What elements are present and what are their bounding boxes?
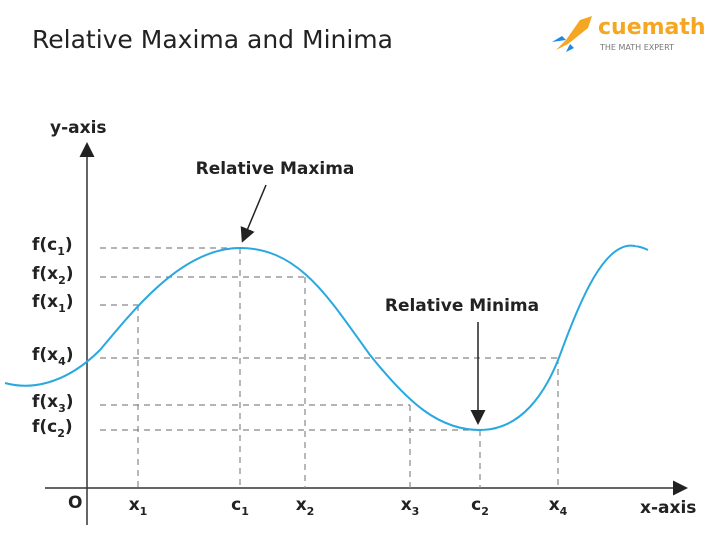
- y-label-sub: 2: [57, 427, 65, 440]
- x-label-sub: 3: [412, 505, 420, 518]
- y-label-pre: f(c: [32, 235, 57, 255]
- y-label-post: ): [66, 264, 74, 284]
- y-label-pre: f(x: [32, 345, 58, 365]
- x-label: x3: [401, 495, 420, 518]
- x-label-base: x: [129, 495, 140, 515]
- x-label: x2: [296, 495, 315, 518]
- x-label-base: x: [401, 495, 412, 515]
- y-label-pre: f(c: [32, 417, 57, 437]
- y-label-post: ): [66, 392, 74, 412]
- x-label-sub: 2: [307, 505, 315, 518]
- x-axis-label: x-axis: [640, 498, 696, 518]
- y-label: f(x4): [32, 345, 74, 368]
- logo-tagline: THE MATH EXPERT: [599, 43, 674, 52]
- labels: x1 c1 x2 x3 c2 x4f(c1)f(x2)f(x1)f(x4)f(x3)f(c…: [32, 235, 568, 518]
- y-label-sub: 2: [58, 274, 66, 287]
- y-axis-label: y-axis: [50, 118, 107, 138]
- y-label-sub: 4: [58, 355, 66, 368]
- logo: cuemath THE MATH EXPERT: [552, 15, 706, 52]
- x-label-base: c: [471, 495, 481, 515]
- maxima-arrow: [240, 184, 267, 243]
- y-label-post: ): [66, 345, 74, 365]
- x-label-sub: 4: [560, 505, 568, 518]
- x-label: x4: [549, 495, 568, 518]
- y-label-pre: f(x: [32, 264, 58, 284]
- y-label-post: ): [66, 292, 74, 312]
- minima-label: Relative Minima: [385, 296, 539, 316]
- maxima-label: Relative Maxima: [196, 159, 355, 179]
- y-label: f(x1): [32, 292, 74, 315]
- y-label-pre: f(x: [32, 292, 58, 312]
- y-label-sub: 3: [58, 402, 66, 415]
- x-label-sub: 2: [481, 505, 489, 518]
- x-label-base: x: [296, 495, 307, 515]
- x-label: c1: [231, 495, 249, 518]
- y-label-pre: f(x: [32, 392, 58, 412]
- guide-lines: [100, 247, 559, 488]
- x-label-sub: 1: [241, 505, 249, 518]
- x-label-sub: 1: [140, 505, 148, 518]
- y-label: f(x3): [32, 392, 74, 415]
- y-label: f(x2): [32, 264, 74, 287]
- logo-brand: cuemath: [598, 15, 706, 40]
- y-label: f(c1): [32, 235, 73, 258]
- y-label-post: ): [65, 235, 73, 255]
- origin-label: O: [68, 493, 82, 513]
- y-label-sub: 1: [57, 245, 65, 258]
- x-label-base: x: [549, 495, 560, 515]
- x-label-base: c: [231, 495, 241, 515]
- y-label-sub: 1: [58, 302, 66, 315]
- x-label: c2: [471, 495, 489, 518]
- curve: [4, 244, 649, 432]
- y-label: f(c2): [32, 417, 73, 440]
- x-label: x1: [129, 495, 148, 518]
- y-label-post: ): [65, 417, 73, 437]
- axes: [45, 142, 688, 525]
- title: Relative Maxima and Minima: [32, 25, 393, 54]
